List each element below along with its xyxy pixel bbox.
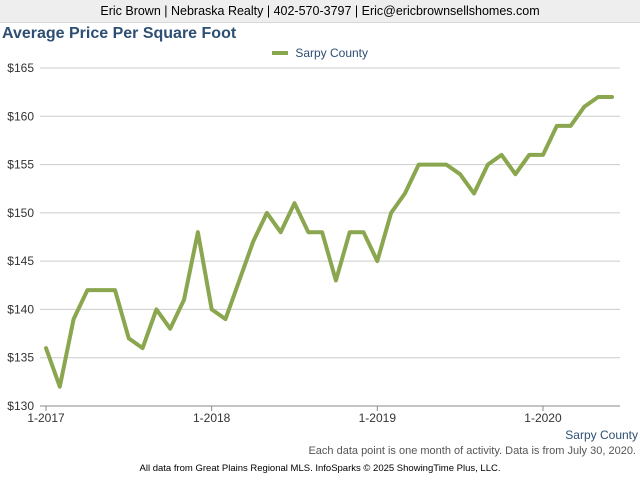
data-point[interactable] (165, 324, 175, 334)
y-tick-label: $130 (7, 399, 34, 413)
chart-title: Average Price Per Square Foot (2, 25, 237, 42)
data-point[interactable] (372, 256, 382, 266)
data-note: Each data point is one month of activity… (308, 445, 636, 457)
data-point[interactable] (400, 189, 410, 199)
x-tick-label: 1-2019 (359, 411, 397, 425)
data-point[interactable] (441, 160, 451, 170)
data-point[interactable] (124, 333, 134, 343)
data-point[interactable] (359, 227, 369, 237)
data-point[interactable] (386, 208, 396, 218)
footer-credit: All data from Great Plains Regional MLS.… (139, 463, 501, 474)
data-point[interactable] (331, 275, 341, 285)
data-point[interactable] (579, 102, 589, 112)
x-tick-label: 1-2020 (524, 411, 562, 425)
data-point[interactable] (552, 121, 562, 131)
data-point[interactable] (41, 343, 51, 353)
data-point[interactable] (593, 92, 603, 102)
y-tick-label: $135 (7, 351, 34, 365)
y-axis-ticks: $130 $135 $140 $145 $150 $155 $160 $165 (7, 61, 34, 413)
x-axis-ticks: 1-2017 1-2018 1-2019 1-2020 (27, 406, 562, 425)
data-point[interactable] (276, 227, 286, 237)
data-point[interactable] (262, 208, 272, 218)
legend[interactable]: Sarpy County (0, 46, 640, 60)
grid-lines (40, 67, 620, 407)
data-point[interactable] (538, 150, 548, 160)
data-point[interactable] (303, 227, 313, 237)
series-line-sarpy-county (44, 95, 614, 389)
x-tick-label: 1-2017 (27, 411, 65, 425)
legend-swatch (271, 50, 288, 55)
data-point[interactable] (248, 237, 258, 247)
y-tick-label: $150 (7, 206, 34, 220)
data-point[interactable] (510, 169, 520, 179)
data-point[interactable] (607, 92, 617, 102)
data-point[interactable] (497, 150, 507, 160)
header-bar: Eric Brown | Nebraska Realty | 402-570-3… (0, 0, 640, 23)
data-point[interactable] (179, 295, 189, 305)
y-tick-label: $145 (7, 254, 34, 268)
y-tick-label: $155 (7, 158, 34, 172)
data-point[interactable] (151, 304, 161, 314)
series-label: Sarpy County (565, 428, 638, 442)
data-point[interactable] (193, 227, 203, 237)
data-point[interactable] (469, 189, 479, 199)
data-point[interactable] (110, 285, 120, 295)
data-point[interactable] (428, 160, 438, 170)
data-point[interactable] (455, 169, 465, 179)
data-point[interactable] (55, 382, 65, 392)
data-points (41, 92, 617, 392)
data-point[interactable] (96, 285, 106, 295)
data-point[interactable] (524, 150, 534, 160)
data-point[interactable] (414, 160, 424, 170)
data-point[interactable] (234, 275, 244, 285)
y-tick-label: $160 (7, 109, 34, 123)
data-point[interactable] (220, 314, 230, 324)
y-tick-label: $140 (7, 302, 34, 316)
data-point[interactable] (317, 227, 327, 237)
legend-label: Sarpy County (295, 46, 369, 60)
data-point[interactable] (566, 121, 576, 131)
data-point[interactable] (483, 160, 493, 170)
header-contact-text: Eric Brown | Nebraska Realty | 402-570-3… (100, 4, 540, 18)
x-tick-label: 1-2018 (193, 411, 231, 425)
data-point[interactable] (69, 314, 79, 324)
data-point[interactable] (138, 343, 148, 353)
data-point[interactable] (289, 198, 299, 208)
data-point[interactable] (345, 227, 355, 237)
data-point[interactable] (207, 304, 217, 314)
data-point[interactable] (82, 285, 92, 295)
y-tick-label: $165 (7, 61, 34, 75)
